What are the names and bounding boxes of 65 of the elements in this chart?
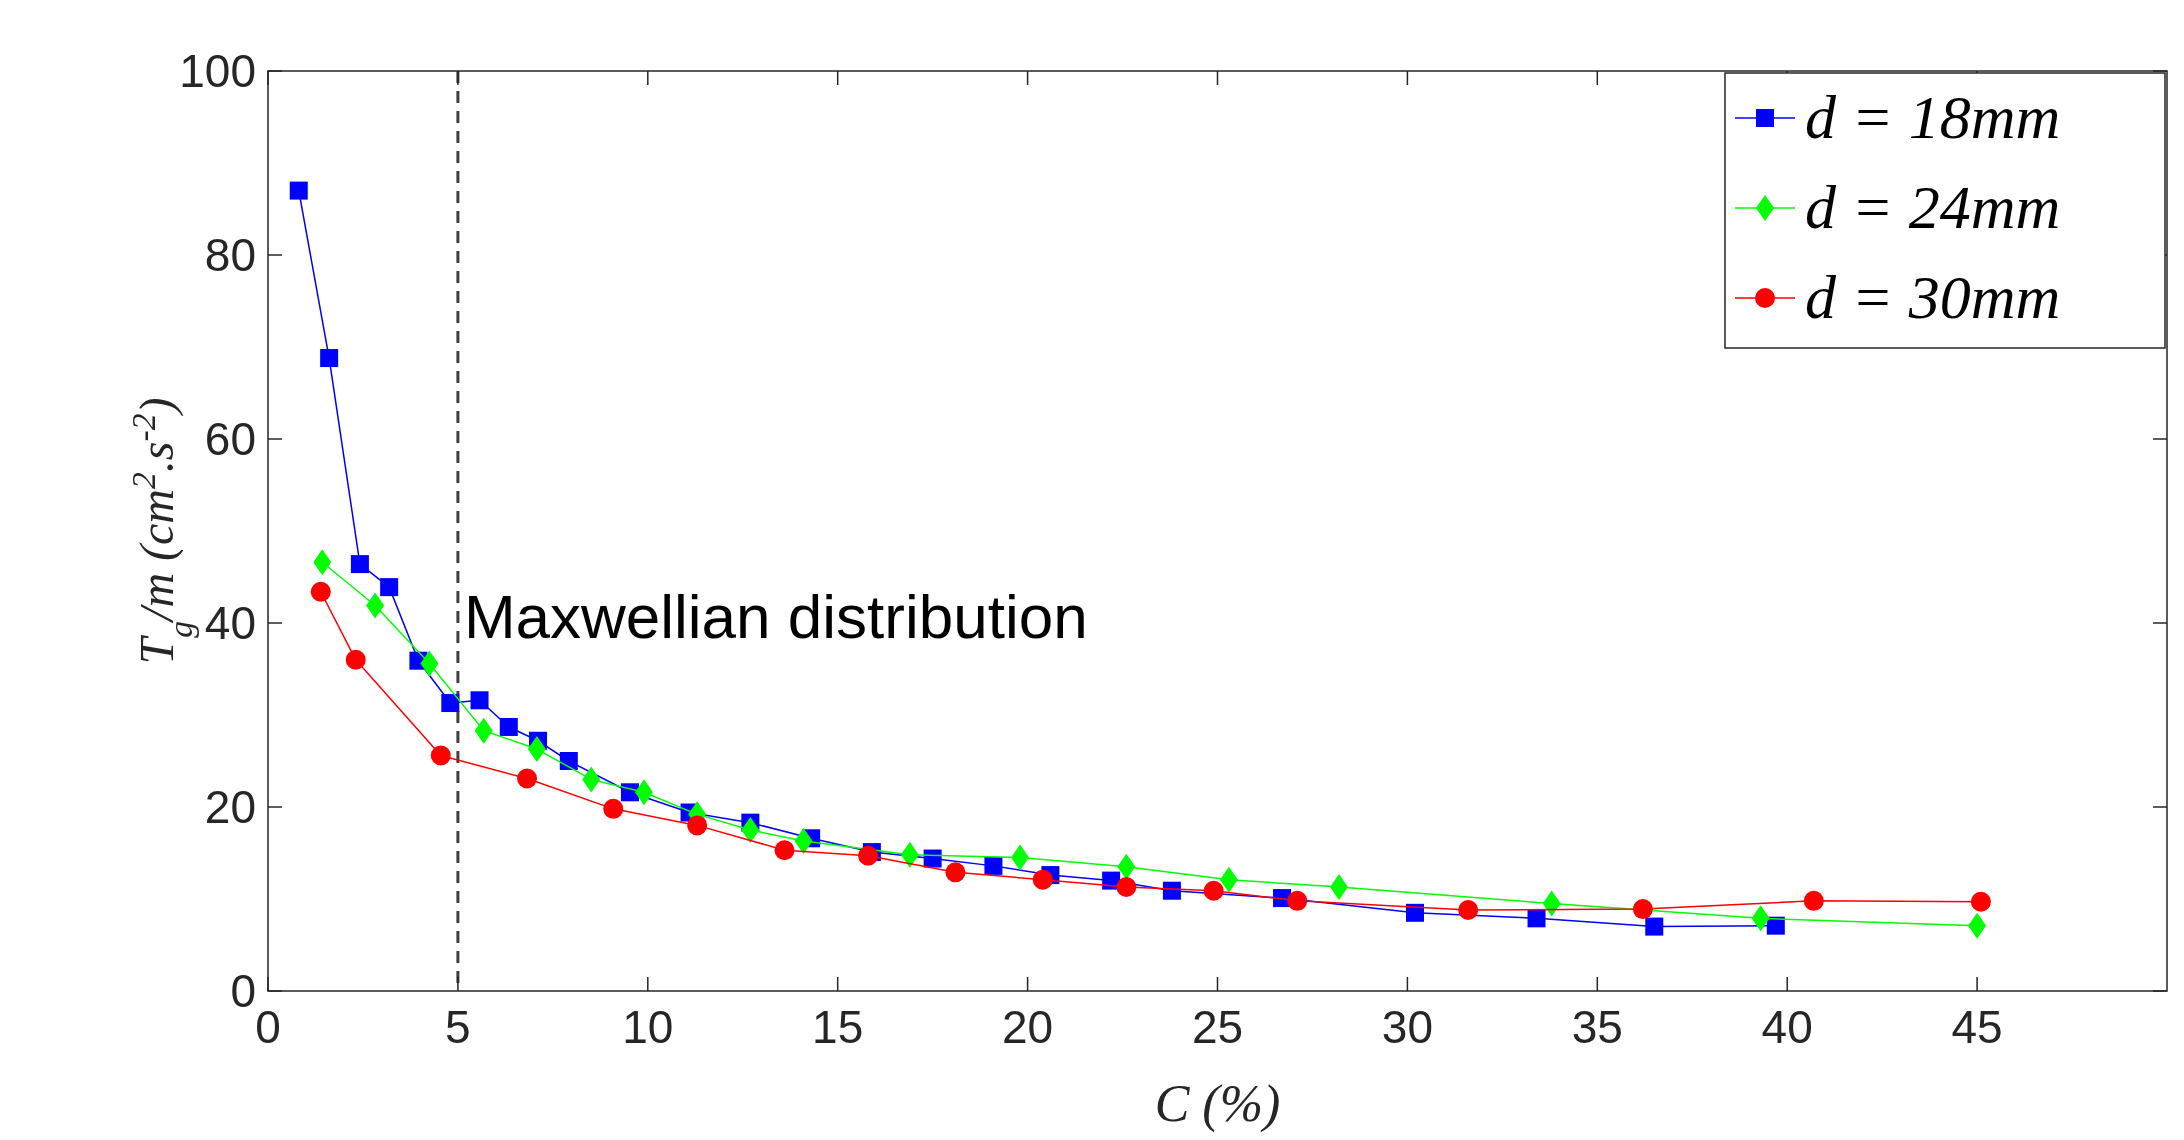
x-tick-label: 5 [445,1001,471,1053]
y-tick-label: 80 [204,229,256,281]
point [420,650,439,677]
legend-label: d = 24mm [1805,173,2061,241]
point [1542,890,1561,917]
point [1803,890,1824,911]
point [582,766,601,793]
x-axis-title: C (%) [1154,1075,1281,1133]
point [345,649,366,670]
annotation: Maxwellian distribution [463,582,1088,651]
x-tick-label: 35 [1571,1001,1623,1053]
point [1406,903,1424,922]
y-tick-label: 40 [204,597,256,649]
point [1751,905,1770,932]
point [1162,881,1181,900]
point [1970,891,1991,912]
x-tick-label: 45 [1951,1001,2003,1053]
point [430,745,451,766]
point [1527,909,1546,928]
y-tick-label: 100 [179,45,256,97]
point [499,717,518,736]
point [1287,890,1308,911]
point [900,841,919,868]
x-tick-label: 10 [622,1001,674,1053]
point [1203,880,1224,901]
point [1968,912,1987,939]
point [380,578,399,597]
y-tick-label: 0 [230,965,256,1017]
legend-label: d = 30mm [1805,263,2061,331]
point [350,555,369,574]
x-tick-label: 20 [1002,1001,1054,1053]
point [474,717,493,744]
x-tick-label: 40 [1761,1001,1813,1053]
point [310,581,331,602]
point [794,828,813,855]
legend-label: d = 18mm [1805,83,2061,151]
point [603,798,624,819]
point [441,694,460,713]
point [1219,866,1238,893]
x-tick-label: 30 [1381,1001,1433,1053]
y-tick-label: 60 [204,413,256,465]
point [774,840,795,861]
point [517,768,538,789]
point [289,181,308,200]
point [527,736,546,763]
point [1117,853,1136,880]
point [559,752,578,770]
point [858,845,879,866]
point [1330,874,1349,901]
point [1116,877,1137,898]
y-tick-label: 20 [204,781,256,833]
x-tick-label: 15 [812,1001,864,1053]
point [1458,900,1479,921]
point [313,549,332,576]
point [945,862,966,883]
point [984,856,1003,875]
point [470,691,489,710]
point [687,815,708,836]
point [741,817,760,843]
point [1032,869,1053,890]
x-tick-label: 25 [1191,1001,1244,1053]
point [320,349,339,368]
point [366,592,385,619]
point [1632,899,1653,920]
point [1645,917,1664,936]
